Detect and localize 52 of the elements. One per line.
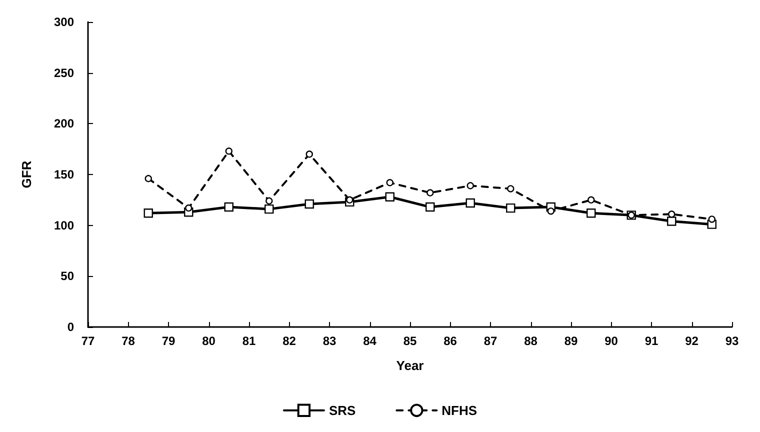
y-tick-label: 150 (54, 168, 74, 182)
x-tick-label: 81 (242, 334, 256, 348)
point (708, 216, 716, 223)
x-tick-label: 92 (685, 334, 699, 348)
point (224, 202, 234, 212)
x-tick-label: 86 (444, 334, 458, 348)
y-tick-label: 300 (54, 15, 74, 29)
point (144, 208, 153, 218)
point (426, 189, 434, 196)
x-tick-label: 93 (725, 334, 739, 348)
x-tick-label: 82 (282, 334, 296, 348)
legend-label: SRS (328, 402, 356, 418)
point (264, 204, 274, 214)
point (306, 150, 313, 158)
point (507, 185, 514, 192)
y-tick-label: 100 (54, 218, 74, 232)
point (185, 204, 192, 212)
y-tick-label: 250 (54, 66, 74, 80)
x-tick-label: 85 (403, 334, 417, 348)
point (304, 199, 314, 209)
point (386, 179, 394, 186)
x-tick-label: 79 (162, 334, 176, 348)
point (266, 197, 273, 205)
x-axis-title: Year (396, 358, 424, 373)
x-tick-label: 88 (524, 334, 538, 348)
y-tick-label: 0 (67, 320, 74, 334)
point (385, 192, 394, 202)
point (586, 208, 596, 218)
point (346, 196, 354, 204)
x-tick-label: 91 (644, 334, 658, 348)
y-tick-label: 50 (60, 269, 74, 284)
point (466, 198, 475, 208)
x-tick-label: 84 (363, 334, 377, 348)
x-tick-label: 87 (484, 334, 498, 348)
x-tick-label: 89 (564, 334, 578, 348)
x-tick-label: 78 (122, 334, 136, 348)
point (547, 208, 554, 215)
point (506, 203, 516, 213)
point (144, 174, 152, 182)
y-tick-label: 200 (54, 116, 74, 131)
point (668, 210, 676, 218)
point (667, 216, 676, 226)
legend-label: NFHS (442, 402, 478, 418)
x-tick-label: 77 (81, 334, 95, 348)
x-tick-label: 90 (604, 334, 618, 348)
point (225, 148, 232, 155)
y-axis-title: GFR (19, 160, 34, 188)
x-tick-label: 80 (202, 334, 216, 348)
x-tick-label: 83 (322, 334, 336, 348)
point (588, 196, 595, 204)
point (426, 202, 435, 212)
point (466, 182, 474, 190)
